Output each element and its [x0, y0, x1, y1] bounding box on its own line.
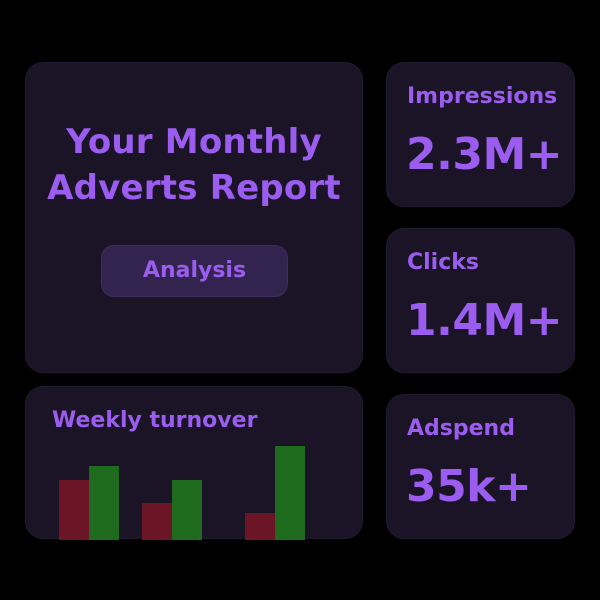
analysis-button[interactable]: Analysis — [101, 245, 288, 297]
report-title-line-1: Your Monthly — [66, 122, 322, 162]
weekly-turnover-card: Weekly turnover — [25, 386, 363, 540]
turnover-bar-s1-c1 — [59, 480, 89, 540]
report-title: Your Monthly Adverts Report — [26, 119, 362, 211]
impressions-card: Impressions 2.3M+ — [386, 62, 575, 207]
weekly-turnover-title: Weekly turnover — [52, 408, 258, 433]
turnover-bar-s1-c3 — [245, 513, 275, 540]
adspend-card: Adspend 35k+ — [386, 394, 575, 539]
impressions-label: Impressions — [407, 84, 558, 109]
impressions-value: 2.3M+ — [406, 129, 563, 180]
turnover-bar-s1-c2 — [142, 503, 172, 540]
adspend-value: 35k+ — [406, 461, 532, 512]
turnover-bar-s2-c2 — [172, 480, 202, 540]
clicks-card: Clicks 1.4M+ — [386, 228, 575, 373]
turnover-bar-s2-c1 — [89, 466, 119, 540]
report-hero-card: Your Monthly Adverts Report Analysis — [25, 62, 363, 373]
clicks-value: 1.4M+ — [406, 295, 563, 346]
report-title-line-2: Adverts Report — [47, 168, 341, 208]
clicks-label: Clicks — [407, 250, 479, 275]
adspend-label: Adspend — [407, 416, 515, 441]
weekly-turnover-chart — [59, 446, 305, 540]
turnover-bar-s2-c3 — [275, 446, 305, 540]
